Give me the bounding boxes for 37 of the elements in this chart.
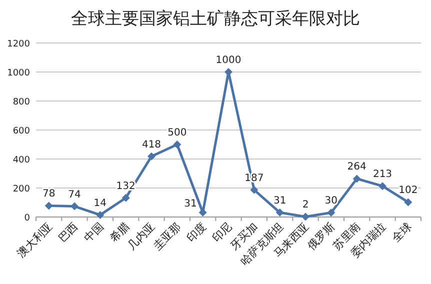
data-label: 500 <box>168 128 187 138</box>
data-label: 1000 <box>216 55 242 66</box>
data-label: 31 <box>184 198 197 210</box>
point <box>302 212 310 221</box>
point <box>173 140 182 148</box>
point <box>148 152 156 160</box>
y-tick-label: 800 <box>12 98 30 108</box>
x-tick-label: 巴西 <box>56 220 81 245</box>
data-label: 31 <box>273 196 286 207</box>
x-tick-label: 全球 <box>390 220 414 245</box>
y-tick-label: 600 <box>12 126 30 136</box>
x-tick-label: 印度 <box>184 220 209 245</box>
point <box>378 182 386 190</box>
y-tick-label: 200 <box>12 184 30 194</box>
data-label: 78 <box>42 188 56 200</box>
point <box>70 202 78 210</box>
point <box>96 210 104 219</box>
data-label: 74 <box>68 189 81 200</box>
y-tick-label: 1000 <box>7 68 30 78</box>
data-label: 418 <box>142 139 162 150</box>
chart-title: 全球主要国家铝土矿静态可采年限对比 <box>71 9 360 29</box>
point <box>250 186 258 194</box>
data-label: 213 <box>372 169 392 180</box>
point <box>44 202 53 210</box>
data-label: 14 <box>94 198 107 209</box>
y-tick-label: 400 <box>12 156 30 166</box>
point <box>352 174 361 183</box>
data-label: 264 <box>347 162 366 173</box>
point <box>122 194 130 202</box>
point <box>276 208 284 217</box>
data-label: 102 <box>398 185 418 196</box>
y-tick-label: 1200 <box>7 40 30 50</box>
point <box>327 208 336 217</box>
point <box>404 198 412 206</box>
x-tick-label: 中国 <box>82 220 106 245</box>
data-label: 2 <box>302 200 309 211</box>
data-label: 30 <box>324 196 338 207</box>
